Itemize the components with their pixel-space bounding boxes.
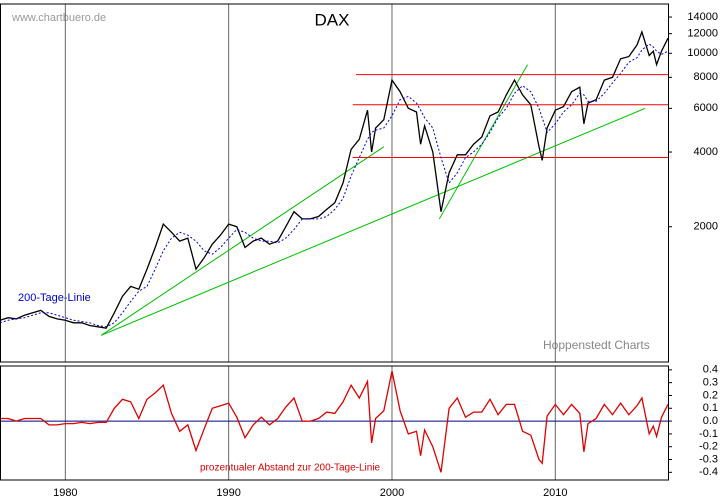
y-tick-label: 10000 xyxy=(687,47,718,59)
y-tick-label: -0.1 xyxy=(699,428,718,440)
y-tick-label: 12000 xyxy=(687,28,718,40)
y-tick-label: 8000 xyxy=(694,71,718,83)
data-line xyxy=(0,29,669,329)
y-tick-label: 0.0 xyxy=(703,415,718,427)
ma-label: 200-Tage-Linie xyxy=(18,292,91,304)
trend-line xyxy=(438,64,528,220)
source-note: Hoppenstedt Charts xyxy=(543,338,650,352)
x-tick-label: 2000 xyxy=(380,487,404,499)
y-tick-label: 0.4 xyxy=(703,364,718,376)
oscillator-label: prozentualer Abstand zur 200-Tage-Linie xyxy=(200,463,381,474)
x-tick-label: 2010 xyxy=(543,487,567,499)
y-tick-label: -0.2 xyxy=(699,441,718,453)
y-tick-label: 0.3 xyxy=(703,377,718,389)
y-tick-label: 2000 xyxy=(694,221,718,233)
y-tick-label: -0.4 xyxy=(699,466,718,478)
x-tick-label: 1990 xyxy=(216,487,240,499)
watermark: www.chartbuero.de xyxy=(11,12,106,24)
y-tick-label: 0.2 xyxy=(703,389,718,401)
y-tick-label: 4000 xyxy=(694,146,718,158)
y-tick-label: -0.3 xyxy=(699,453,718,465)
data-line xyxy=(0,370,669,473)
chart-title: DAX xyxy=(315,10,350,29)
y-tick-label: 6000 xyxy=(694,102,718,114)
plot-frame xyxy=(0,3,669,363)
x-tick-label: 1980 xyxy=(53,487,77,499)
trend-line xyxy=(101,107,646,336)
y-tick-label: 0.1 xyxy=(703,402,718,414)
plot-frame xyxy=(0,365,669,481)
y-tick-label: 14000 xyxy=(687,11,718,23)
